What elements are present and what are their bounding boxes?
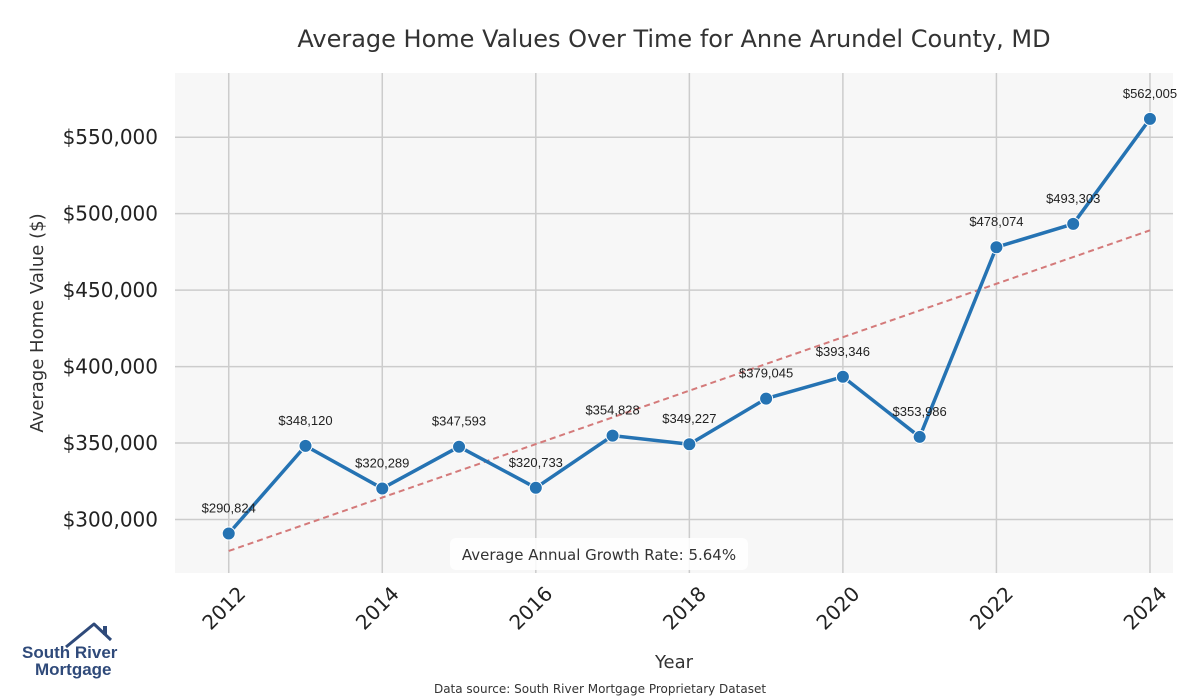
data-label: $354,828	[585, 403, 639, 418]
data-point	[298, 438, 313, 453]
y-axis-label: Average Home Value ($)	[27, 213, 48, 432]
data-point	[682, 437, 697, 452]
company-logo: South River Mortgage	[22, 622, 118, 679]
y-tick-label: $350,000	[63, 431, 158, 455]
data-label: $478,074	[969, 214, 1023, 229]
data-point	[989, 240, 1004, 255]
data-label: $347,593	[432, 414, 486, 429]
data-label: $348,120	[278, 413, 332, 428]
chimney-icon	[103, 626, 107, 635]
growth-rate-text: Average Annual Growth Rate: 5.64%	[462, 546, 736, 564]
plot-area	[175, 73, 1173, 573]
data-label: $393,346	[816, 344, 870, 359]
growth-rate-annotation: Average Annual Growth Rate: 5.64%	[450, 538, 748, 570]
data-point	[528, 480, 543, 495]
x-tick-label: 2022	[965, 582, 1018, 635]
chart-title: Average Home Values Over Time for Anne A…	[297, 25, 1050, 53]
data-point	[221, 526, 236, 541]
y-tick-label: $400,000	[63, 355, 158, 379]
logo-line2: Mortgage	[35, 660, 112, 679]
grid-lines	[175, 73, 1173, 573]
x-axis-label: Year	[654, 652, 694, 673]
x-tick-label: 2020	[811, 582, 864, 635]
data-label: $320,289	[355, 455, 409, 470]
data-label: $349,227	[662, 411, 716, 426]
x-tick-label: 2016	[504, 582, 557, 635]
data-point	[759, 391, 774, 406]
x-tick-label: 2018	[658, 582, 711, 635]
data-point	[835, 369, 850, 384]
data-label: $562,005	[1123, 86, 1177, 101]
data-point	[375, 481, 390, 496]
data-point	[1066, 216, 1081, 231]
x-tick-label: 2014	[351, 582, 404, 635]
data-point	[1142, 111, 1157, 126]
data-point	[912, 429, 927, 444]
x-tick-label: 2012	[197, 582, 250, 635]
data-label: $493,303	[1046, 191, 1100, 206]
y-tick-label: $500,000	[63, 202, 158, 226]
source-note: Data source: South River Mortgage Propri…	[434, 682, 766, 696]
y-axis-ticks: $300,000 $350,000 $400,000 $450,000 $500,000…	[63, 125, 158, 531]
data-label: $353,986	[893, 404, 947, 419]
data-labels: $290,824 $348,120 $320,289 $347,593 $320,733…	[202, 86, 1177, 516]
x-tick-label: 2024	[1119, 582, 1172, 635]
data-points	[221, 111, 1157, 541]
data-label: $379,045	[739, 366, 793, 381]
data-point	[605, 428, 620, 443]
y-tick-label: $450,000	[63, 278, 158, 302]
data-point	[452, 439, 467, 454]
y-tick-label: $550,000	[63, 125, 158, 149]
x-axis-ticks: 2012 2014 2016 2018 2020 2022 2024	[197, 582, 1171, 635]
data-label: $290,824	[202, 501, 256, 516]
data-label: $320,733	[509, 455, 563, 470]
trend-line	[228, 229, 1151, 552]
y-tick-label: $300,000	[63, 507, 158, 531]
logo-line1: South River	[22, 643, 118, 662]
